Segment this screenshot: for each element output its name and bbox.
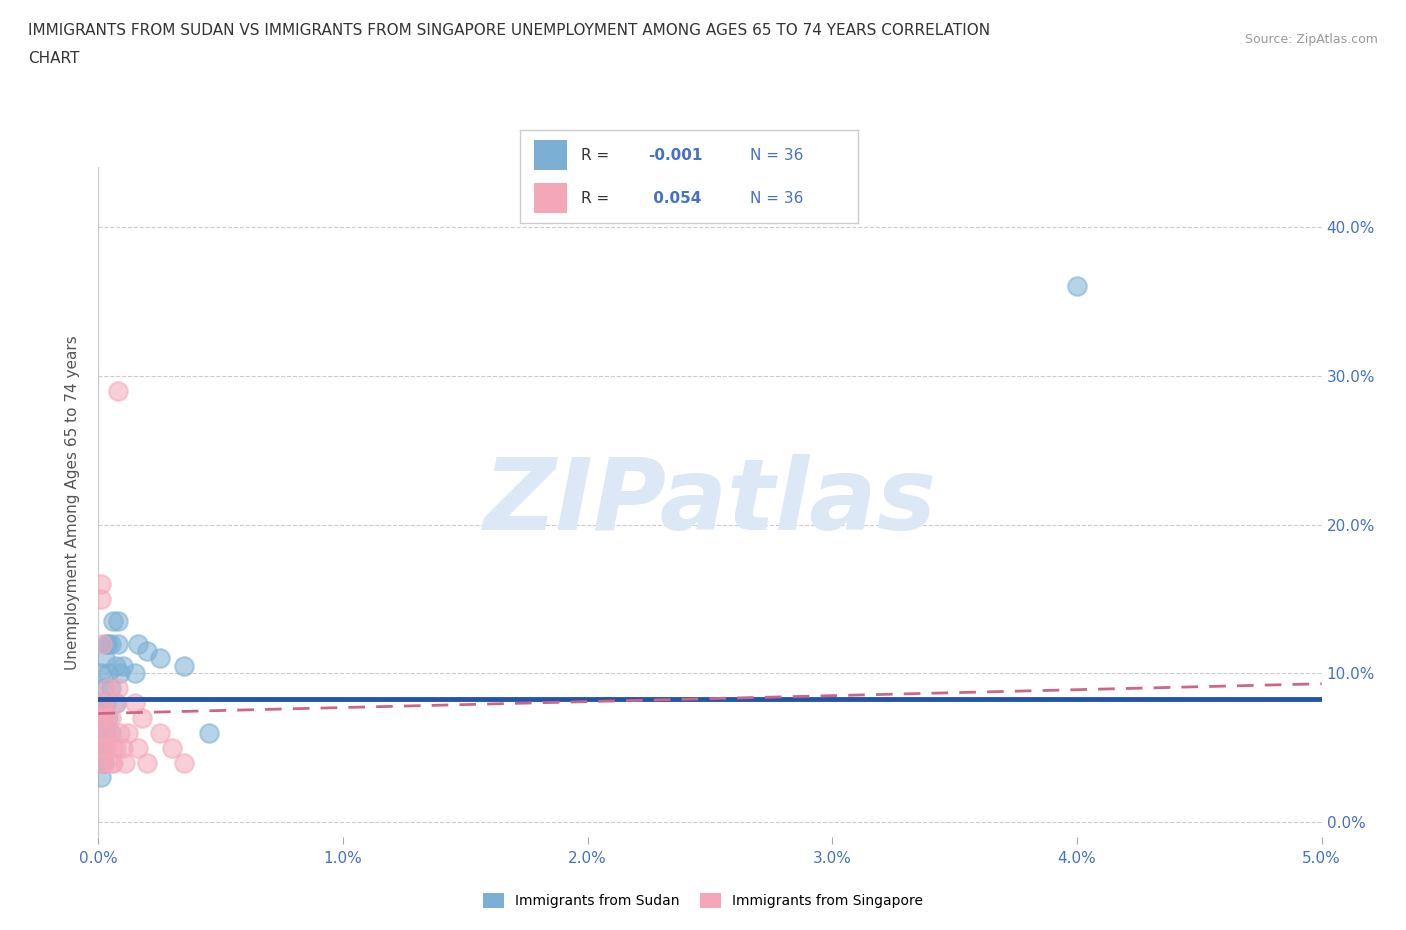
Point [197, 725, 219, 740]
Point [131, 711, 153, 725]
Point [110, 725, 132, 740]
Point [104, 696, 127, 711]
Text: CHART: CHART [28, 51, 80, 66]
Text: N = 36: N = 36 [749, 148, 803, 163]
Point [90, 666, 112, 681]
Point [89, 711, 111, 725]
Point [90, 577, 112, 591]
Text: R =: R = [581, 191, 609, 206]
Point [97, 681, 120, 696]
Point [94, 636, 117, 651]
Point [124, 696, 146, 711]
Point [173, 658, 195, 673]
Point [107, 636, 129, 651]
Point [101, 740, 124, 755]
Point [94, 696, 117, 711]
Point [110, 666, 132, 681]
Point [93, 755, 115, 770]
Point [101, 614, 124, 629]
Point [127, 740, 149, 755]
Text: R =: R = [581, 148, 609, 163]
Point [104, 740, 127, 755]
Point [90, 770, 112, 785]
Point [107, 383, 129, 398]
Point [100, 711, 122, 725]
Point [136, 644, 159, 658]
Point [107, 681, 129, 696]
Point [91, 711, 114, 725]
Point [93, 681, 115, 696]
Point [136, 755, 159, 770]
Text: 0.054: 0.054 [648, 191, 702, 206]
Point [89, 740, 111, 755]
Point [97, 666, 120, 681]
Point [93, 725, 115, 740]
Point [111, 658, 134, 673]
Legend: Immigrants from Sudan, Immigrants from Singapore: Immigrants from Sudan, Immigrants from S… [477, 888, 929, 914]
FancyBboxPatch shape [534, 183, 568, 213]
Point [91, 636, 114, 651]
Point [111, 740, 134, 755]
Point [100, 725, 122, 740]
Point [127, 636, 149, 651]
Point [100, 636, 122, 651]
Point [91, 725, 114, 740]
Point [104, 658, 127, 673]
Point [93, 651, 115, 666]
Point [90, 725, 112, 740]
Point [91, 711, 114, 725]
Point [114, 755, 136, 770]
Point [94, 725, 117, 740]
FancyBboxPatch shape [534, 140, 568, 170]
Point [91, 755, 114, 770]
Point [93, 755, 115, 770]
Text: ZIPatlas: ZIPatlas [484, 454, 936, 551]
Point [91, 696, 114, 711]
Point [173, 755, 195, 770]
Text: IMMIGRANTS FROM SUDAN VS IMMIGRANTS FROM SINGAPORE UNEMPLOYMENT AMONG AGES 65 TO: IMMIGRANTS FROM SUDAN VS IMMIGRANTS FROM… [28, 23, 990, 38]
Text: N = 36: N = 36 [749, 191, 803, 206]
Point [90, 591, 112, 606]
Text: -0.001: -0.001 [648, 148, 703, 163]
Point [104, 696, 127, 711]
Point [91, 740, 114, 755]
Point [1066, 279, 1088, 294]
Point [91, 696, 114, 711]
Point [97, 711, 120, 725]
Point [94, 711, 117, 725]
Point [90, 696, 112, 711]
Y-axis label: Unemployment Among Ages 65 to 74 years: Unemployment Among Ages 65 to 74 years [65, 335, 80, 670]
Point [93, 725, 115, 740]
Point [89, 740, 111, 755]
Point [89, 755, 111, 770]
Point [160, 740, 183, 755]
Point [149, 725, 172, 740]
Point [117, 725, 139, 740]
Point [91, 696, 114, 711]
Point [149, 651, 172, 666]
Point [107, 614, 129, 629]
Point [94, 740, 117, 755]
Point [100, 681, 122, 696]
Point [124, 666, 146, 681]
Point [91, 740, 114, 755]
Point [100, 755, 122, 770]
Point [101, 755, 124, 770]
Text: Source: ZipAtlas.com: Source: ZipAtlas.com [1244, 33, 1378, 46]
Point [97, 725, 120, 740]
Point [97, 636, 120, 651]
